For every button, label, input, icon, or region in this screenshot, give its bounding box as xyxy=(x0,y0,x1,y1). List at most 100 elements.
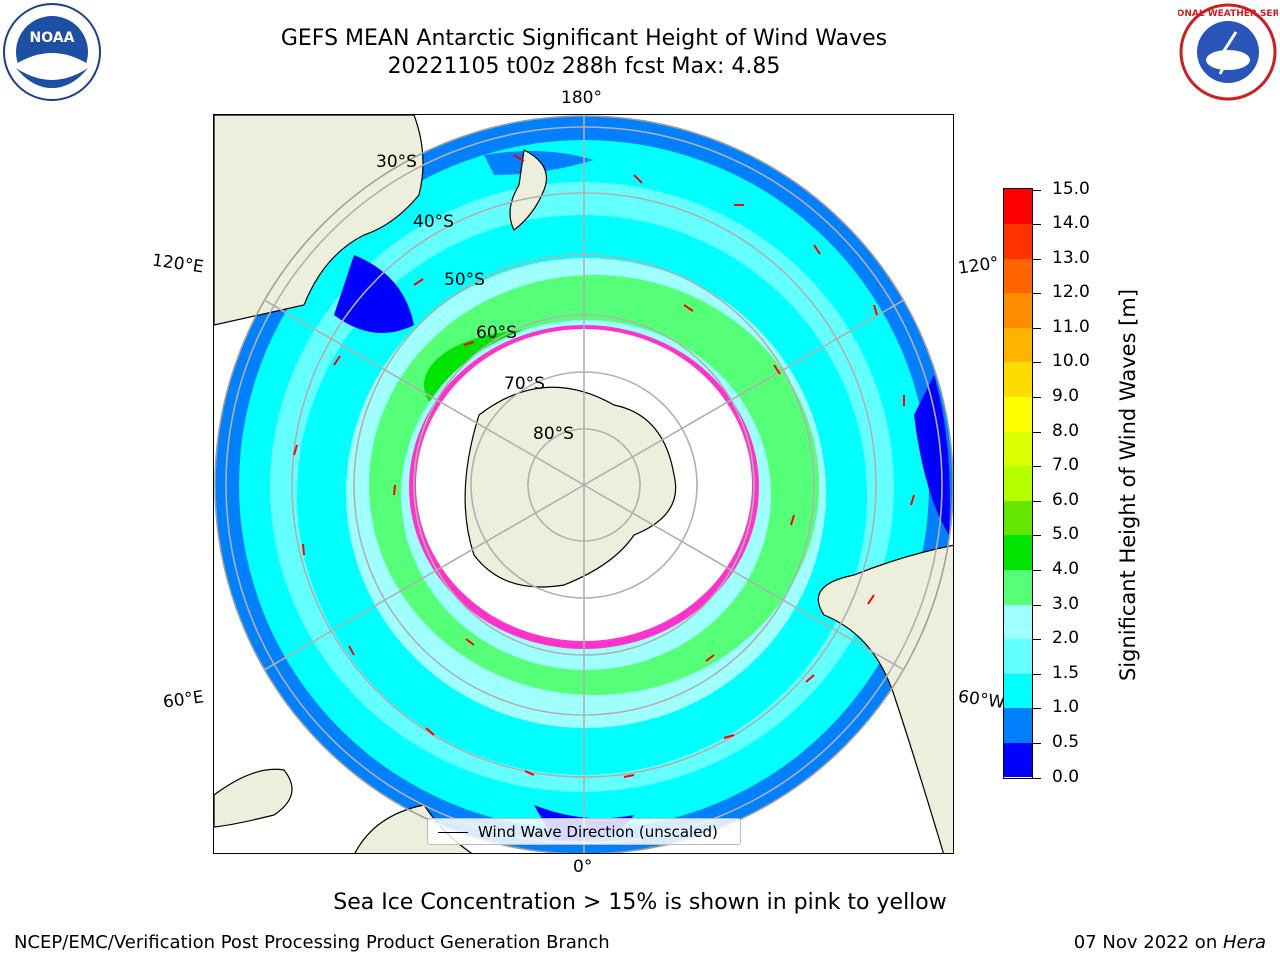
lat-label-70s: 70°S xyxy=(504,374,545,394)
noaa-logo: NOAA xyxy=(3,3,101,101)
australia-land xyxy=(214,115,424,326)
colorbar-tick xyxy=(1033,673,1041,675)
footer-date: 07 Nov 2022 on Hera xyxy=(1074,932,1266,953)
colorbar-tick-label: 15.0 xyxy=(1052,178,1090,199)
land xyxy=(214,115,953,853)
colorbar-tick xyxy=(1033,604,1041,606)
arrow xyxy=(873,304,878,316)
madagascar-land xyxy=(214,768,293,828)
sea-ice-note: Sea Ice Concentration > 15% is shown in … xyxy=(333,890,947,915)
arrow xyxy=(633,174,643,184)
lon-label-180: 180° xyxy=(561,88,602,108)
arrow xyxy=(333,355,341,366)
colorbar-segment xyxy=(1004,431,1032,467)
lat-label-80s: 80°S xyxy=(533,424,574,444)
chart-subtitle: 20221105 t00z 288h fcst Max: 4.85 xyxy=(387,54,781,79)
arrow xyxy=(465,638,475,646)
colorbar-segment xyxy=(1004,500,1032,536)
colorbar-tick-label: 0.0 xyxy=(1052,766,1080,787)
colorbar-tick-label: 2.0 xyxy=(1052,628,1080,649)
colorbar-tick xyxy=(1033,327,1041,329)
colorbar-tick xyxy=(1033,500,1041,502)
noaa-logo-text: NOAA xyxy=(30,30,75,46)
colorbar-tick-label: 14.0 xyxy=(1052,213,1090,234)
colorbar-tick xyxy=(1033,397,1041,399)
colorbar-tick-label: 13.0 xyxy=(1052,247,1090,268)
colorbar-tick-label: 11.0 xyxy=(1052,316,1090,337)
colorbar-segment xyxy=(1004,569,1032,605)
colorbar-tick xyxy=(1033,742,1041,744)
colorbar-segment xyxy=(1004,396,1032,432)
colorbar-tick-label: 5.0 xyxy=(1052,524,1080,545)
lon-label-120e: 120°E xyxy=(150,250,205,278)
lon-label-0: 0° xyxy=(573,857,593,877)
lat-label-50s: 50°S xyxy=(444,270,485,290)
chart-title: GEFS MEAN Antarctic Significant Height o… xyxy=(280,26,888,51)
footer-machine: Hera xyxy=(1222,932,1266,953)
colorbar-label: Significant Height of Wind Waves [m] xyxy=(1116,288,1140,682)
colorbar-tick xyxy=(1033,362,1041,364)
colorbar-segment xyxy=(1004,223,1032,259)
colorbar-tick xyxy=(1033,777,1041,779)
arrow xyxy=(805,674,815,683)
colorbar-tick-label: 10.0 xyxy=(1052,351,1090,372)
colorbar-tick xyxy=(1033,708,1041,710)
new-zealand-land xyxy=(509,149,548,231)
colorbar-tick-label: 9.0 xyxy=(1052,386,1080,407)
nws-logo-text: NATIONAL WEATHER SERVICE xyxy=(1178,9,1278,19)
arrow xyxy=(348,645,355,656)
arrow xyxy=(705,654,715,662)
lon-label-120w: 120° xyxy=(956,253,1001,279)
legend-label: Wind Wave Direction (unscaled) xyxy=(478,823,718,841)
colorbar-tick xyxy=(1033,569,1041,571)
colorbar-segment xyxy=(1004,189,1032,225)
map-panel xyxy=(213,114,954,854)
colorbar-tick xyxy=(1033,224,1041,226)
colorbar-segment xyxy=(1004,742,1032,778)
lat-label-30s: 30°S xyxy=(376,152,417,172)
colorbar-segment xyxy=(1004,707,1032,743)
wave-direction-arrows xyxy=(293,154,915,778)
arrow xyxy=(790,514,795,526)
colorbar-segment xyxy=(1004,638,1032,674)
arrow xyxy=(867,594,875,605)
colorbar-segment xyxy=(1004,534,1032,570)
colorbar-tick xyxy=(1033,431,1041,433)
nws-logo: NATIONAL WEATHER SERVICE xyxy=(1178,3,1278,101)
arrow xyxy=(524,770,535,776)
colorbar-segment xyxy=(1004,673,1032,709)
colorbar-segment xyxy=(1004,327,1032,363)
colorbar-tick-label: 1.0 xyxy=(1052,697,1080,718)
lat-label-60s: 60°S xyxy=(476,323,517,343)
footer-credit: NCEP/EMC/Verification Post Processing Pr… xyxy=(14,932,610,953)
colorbar-segment xyxy=(1004,465,1032,501)
arrow xyxy=(683,304,694,312)
colorbar-tick xyxy=(1033,293,1041,295)
arrow xyxy=(813,244,821,255)
colorbar xyxy=(1003,188,1033,779)
colorbar-segment xyxy=(1004,361,1032,398)
arrow xyxy=(463,341,475,346)
lat-label-40s: 40°S xyxy=(413,212,454,232)
polar-map xyxy=(214,115,953,853)
colorbar-tick-label: 12.0 xyxy=(1052,282,1090,303)
colorbar-tick xyxy=(1033,466,1041,468)
colorbar-tick xyxy=(1033,258,1041,260)
arrow xyxy=(910,494,915,506)
colorbar-tick xyxy=(1033,535,1041,537)
arrow xyxy=(623,774,635,778)
colorbar-segment xyxy=(1004,604,1032,640)
footer-date-text: 07 Nov 2022 on xyxy=(1073,932,1223,953)
colorbar-tick-label: 3.0 xyxy=(1052,593,1080,614)
colorbar-segment xyxy=(1004,292,1032,328)
arrow xyxy=(393,484,396,496)
graticule xyxy=(214,115,953,853)
colorbar-tick-label: 1.5 xyxy=(1052,662,1080,683)
colorbar-tick-label: 6.0 xyxy=(1052,489,1080,510)
arrow xyxy=(425,727,435,736)
colorbar-tick xyxy=(1033,189,1041,191)
antarctica-land xyxy=(464,386,677,588)
map-legend: Wind Wave Direction (unscaled) xyxy=(427,818,741,845)
arrow xyxy=(773,364,781,375)
arrow xyxy=(302,543,305,556)
